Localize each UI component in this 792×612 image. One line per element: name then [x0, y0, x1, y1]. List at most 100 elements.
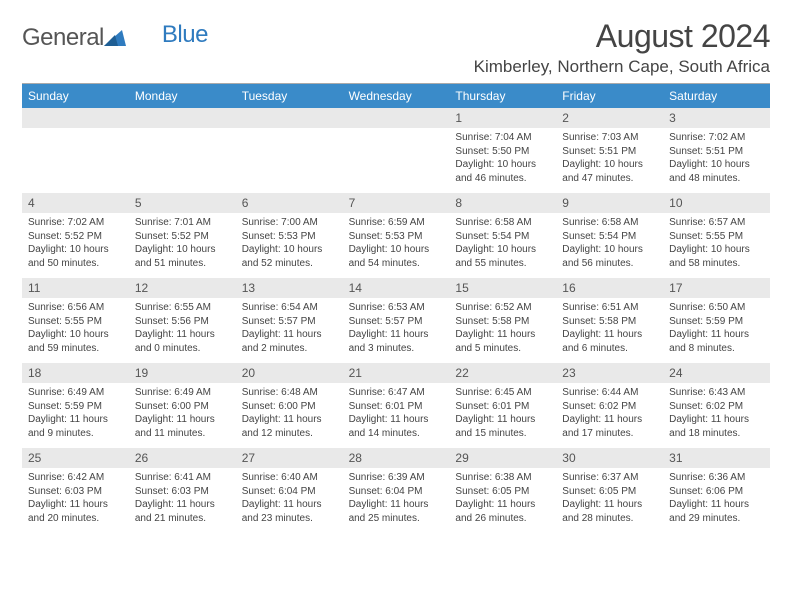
daylight-text: Daylight: 11 hours and 15 minutes. — [455, 413, 550, 440]
day-detail-cell: Sunrise: 6:49 AMSunset: 6:00 PMDaylight:… — [129, 383, 236, 448]
day-number-cell: 15 — [449, 278, 556, 298]
sunset-text: Sunset: 6:04 PM — [349, 485, 444, 499]
sunset-text: Sunset: 6:02 PM — [669, 400, 764, 414]
day-number-cell: 19 — [129, 363, 236, 383]
day-number-cell — [22, 108, 129, 128]
daylight-text: Daylight: 10 hours and 46 minutes. — [455, 158, 550, 185]
sunrise-text: Sunrise: 6:42 AM — [28, 471, 123, 485]
logo-word2: Blue — [162, 21, 208, 49]
day-number-cell: 18 — [22, 363, 129, 383]
day-detail-cell: Sunrise: 6:57 AMSunset: 5:55 PMDaylight:… — [663, 213, 770, 278]
daylight-text: Daylight: 10 hours and 48 minutes. — [669, 158, 764, 185]
day-detail-cell: Sunrise: 6:38 AMSunset: 6:05 PMDaylight:… — [449, 468, 556, 533]
sunrise-text: Sunrise: 6:56 AM — [28, 301, 123, 315]
sunrise-text: Sunrise: 6:41 AM — [135, 471, 230, 485]
daylight-text: Daylight: 11 hours and 26 minutes. — [455, 498, 550, 525]
title-block: August 2024 Kimberley, Northern Cape, So… — [474, 18, 770, 77]
sunrise-text: Sunrise: 6:39 AM — [349, 471, 444, 485]
day-number-cell: 23 — [556, 363, 663, 383]
day-number-cell: 16 — [556, 278, 663, 298]
header: General Blue August 2024 Kimberley, Nort… — [22, 18, 770, 77]
day-detail-cell: Sunrise: 6:42 AMSunset: 6:03 PMDaylight:… — [22, 468, 129, 533]
day-number-cell: 14 — [343, 278, 450, 298]
sunset-text: Sunset: 5:55 PM — [669, 230, 764, 244]
daylight-text: Daylight: 11 hours and 28 minutes. — [562, 498, 657, 525]
sunset-text: Sunset: 5:51 PM — [669, 145, 764, 159]
day-number-cell: 6 — [236, 193, 343, 213]
days-of-week-header: Sunday Monday Tuesday Wednesday Thursday… — [22, 84, 770, 108]
sunrise-text: Sunrise: 6:47 AM — [349, 386, 444, 400]
sunrise-text: Sunrise: 7:02 AM — [28, 216, 123, 230]
week-daynum-row: 25262728293031 — [22, 448, 770, 468]
sunrise-text: Sunrise: 6:37 AM — [562, 471, 657, 485]
sunset-text: Sunset: 6:01 PM — [349, 400, 444, 414]
sunrise-text: Sunrise: 6:44 AM — [562, 386, 657, 400]
day-detail-cell: Sunrise: 6:49 AMSunset: 5:59 PMDaylight:… — [22, 383, 129, 448]
day-detail-cell: Sunrise: 6:59 AMSunset: 5:53 PMDaylight:… — [343, 213, 450, 278]
day-number-cell: 30 — [556, 448, 663, 468]
sunrise-text: Sunrise: 6:57 AM — [669, 216, 764, 230]
daylight-text: Daylight: 11 hours and 18 minutes. — [669, 413, 764, 440]
daylight-text: Daylight: 11 hours and 14 minutes. — [349, 413, 444, 440]
dow-wednesday: Wednesday — [343, 84, 450, 108]
week-detail-row: Sunrise: 6:49 AMSunset: 5:59 PMDaylight:… — [22, 383, 770, 448]
sunset-text: Sunset: 5:55 PM — [28, 315, 123, 329]
sunset-text: Sunset: 6:05 PM — [455, 485, 550, 499]
daylight-text: Daylight: 10 hours and 59 minutes. — [28, 328, 123, 355]
sunset-text: Sunset: 5:53 PM — [242, 230, 337, 244]
sunrise-text: Sunrise: 6:36 AM — [669, 471, 764, 485]
dow-tuesday: Tuesday — [236, 84, 343, 108]
daylight-text: Daylight: 10 hours and 55 minutes. — [455, 243, 550, 270]
daylight-text: Daylight: 11 hours and 8 minutes. — [669, 328, 764, 355]
page-subtitle: Kimberley, Northern Cape, South Africa — [474, 57, 770, 77]
week-detail-row: Sunrise: 7:02 AM Sunset: 5:52 PM Daylight:… — [22, 213, 770, 278]
day-detail-cell: Sunrise: 6:36 AMSunset: 6:06 PMDaylight:… — [663, 468, 770, 533]
day-number-cell: 1 — [449, 108, 556, 128]
sunrise-text: Sunrise: 6:49 AM — [28, 386, 123, 400]
day-detail-cell — [22, 128, 129, 193]
day-detail-cell: Sunrise: 6:52 AMSunset: 5:58 PMDaylight:… — [449, 298, 556, 363]
day-detail-cell: Sunrise: 7:02 AMSunset: 5:52 PMDaylight:… — [22, 213, 129, 278]
day-number-cell: 21 — [343, 363, 450, 383]
dow-saturday: Saturday — [663, 84, 770, 108]
sunset-text: Sunset: 5:52 PM — [135, 230, 230, 244]
day-number-cell: 31 — [663, 448, 770, 468]
sunset-text: Sunset: 5:53 PM — [349, 230, 444, 244]
day-detail-cell: Sunrise: 6:41 AMSunset: 6:03 PMDaylight:… — [129, 468, 236, 533]
day-number-cell: 7 — [343, 193, 450, 213]
week-daynum-row: 123 — [22, 108, 770, 128]
day-number-cell — [129, 108, 236, 128]
sunset-text: Sunset: 6:06 PM — [669, 485, 764, 499]
day-detail-cell: Sunrise: 6:44 AMSunset: 6:02 PMDaylight:… — [556, 383, 663, 448]
day-number-cell: 4 — [22, 193, 129, 213]
day-number-cell: 10 — [663, 193, 770, 213]
day-detail-cell: Sunrise: 6:45 AMSunset: 6:01 PMDaylight:… — [449, 383, 556, 448]
day-detail-cell: Sunrise: 6:54 AMSunset: 5:57 PMDaylight:… — [236, 298, 343, 363]
sunset-text: Sunset: 6:00 PM — [242, 400, 337, 414]
day-detail-cell: Sunrise: 7:03 AMSunset: 5:51 PMDaylight:… — [556, 128, 663, 193]
sunrise-text: Sunrise: 6:40 AM — [242, 471, 337, 485]
day-number-cell: 22 — [449, 363, 556, 383]
day-detail-cell: Sunrise: 6:48 AMSunset: 6:00 PMDaylight:… — [236, 383, 343, 448]
day-number-cell: 25 — [22, 448, 129, 468]
day-number-cell: 9 — [556, 193, 663, 213]
sunrise-text: Sunrise: 7:00 AM — [242, 216, 337, 230]
day-number-cell: 3 — [663, 108, 770, 128]
sunset-text: Sunset: 5:56 PM — [135, 315, 230, 329]
sunset-text: Sunset: 6:03 PM — [28, 485, 123, 499]
sunset-text: Sunset: 6:05 PM — [562, 485, 657, 499]
daylight-text: Daylight: 10 hours and 50 minutes. — [28, 243, 123, 270]
daylight-text: Daylight: 11 hours and 3 minutes. — [349, 328, 444, 355]
logo: General Blue — [22, 24, 208, 52]
sunrise-text: Sunrise: 6:54 AM — [242, 301, 337, 315]
calendar-page: General Blue August 2024 Kimberley, Nort… — [0, 0, 792, 543]
sunrise-text: Sunrise: 6:59 AM — [349, 216, 444, 230]
day-number-cell: 12 — [129, 278, 236, 298]
sunset-text: Sunset: 5:50 PM — [455, 145, 550, 159]
daylight-text: Daylight: 10 hours and 58 minutes. — [669, 243, 764, 270]
page-title: August 2024 — [474, 18, 770, 55]
dow-monday: Monday — [129, 84, 236, 108]
day-number-cell: 5 — [129, 193, 236, 213]
sunrise-text: Sunrise: 6:45 AM — [455, 386, 550, 400]
day-detail-cell: Sunrise: 6:58 AMSunset: 5:54 PMDaylight:… — [449, 213, 556, 278]
